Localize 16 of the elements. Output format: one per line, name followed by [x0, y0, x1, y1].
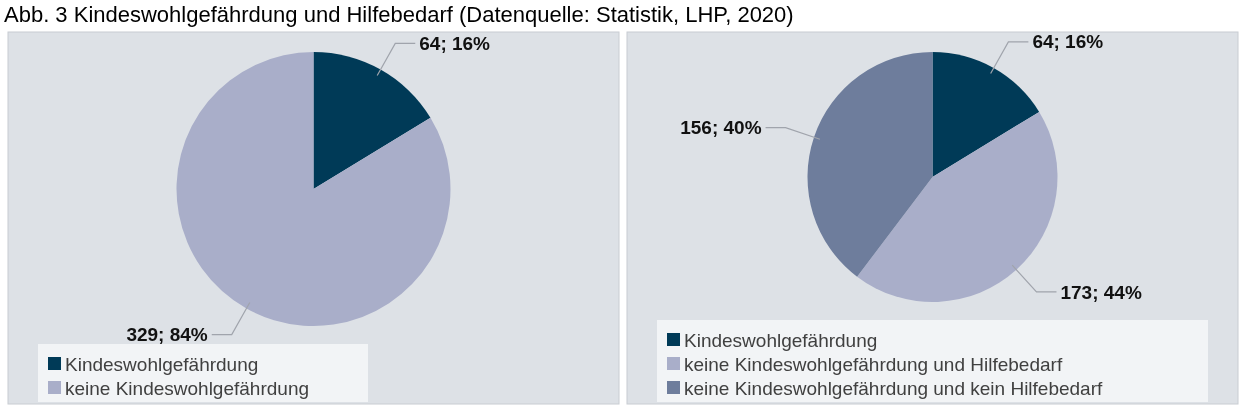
- legend-label: keine Kindeswohlgefährdung und kein Hilfebedarf: [684, 377, 1104, 399]
- data-label: 173; 44%: [1060, 281, 1142, 303]
- legend-label: Kindeswohlgefährdung: [684, 329, 878, 351]
- data-label: 329; 84%: [126, 324, 208, 346]
- data-label: 156; 40%: [680, 117, 762, 139]
- legend-label: keine Kindeswohlgefährdung: [65, 377, 310, 399]
- pie-slice: [857, 111, 1058, 302]
- legend-label: keine Kindeswohlgefährdung und Hilfebedarf: [684, 353, 1063, 375]
- pie-slice: [807, 52, 933, 277]
- legend-label: Kindeswohlgefährdung: [65, 353, 259, 375]
- chart-title: Abb. 3 Kindeswohlgefährdung und Hilfebedarf (Datenquelle: Statistik, LHP, 2020): [4, 2, 794, 27]
- data-label: 64; 16%: [1032, 31, 1104, 53]
- pie-slice: [313, 52, 431, 189]
- data-label: 64; 16%: [419, 33, 491, 55]
- pie-slice: [932, 52, 1040, 177]
- pie-slice: [176, 52, 451, 326]
